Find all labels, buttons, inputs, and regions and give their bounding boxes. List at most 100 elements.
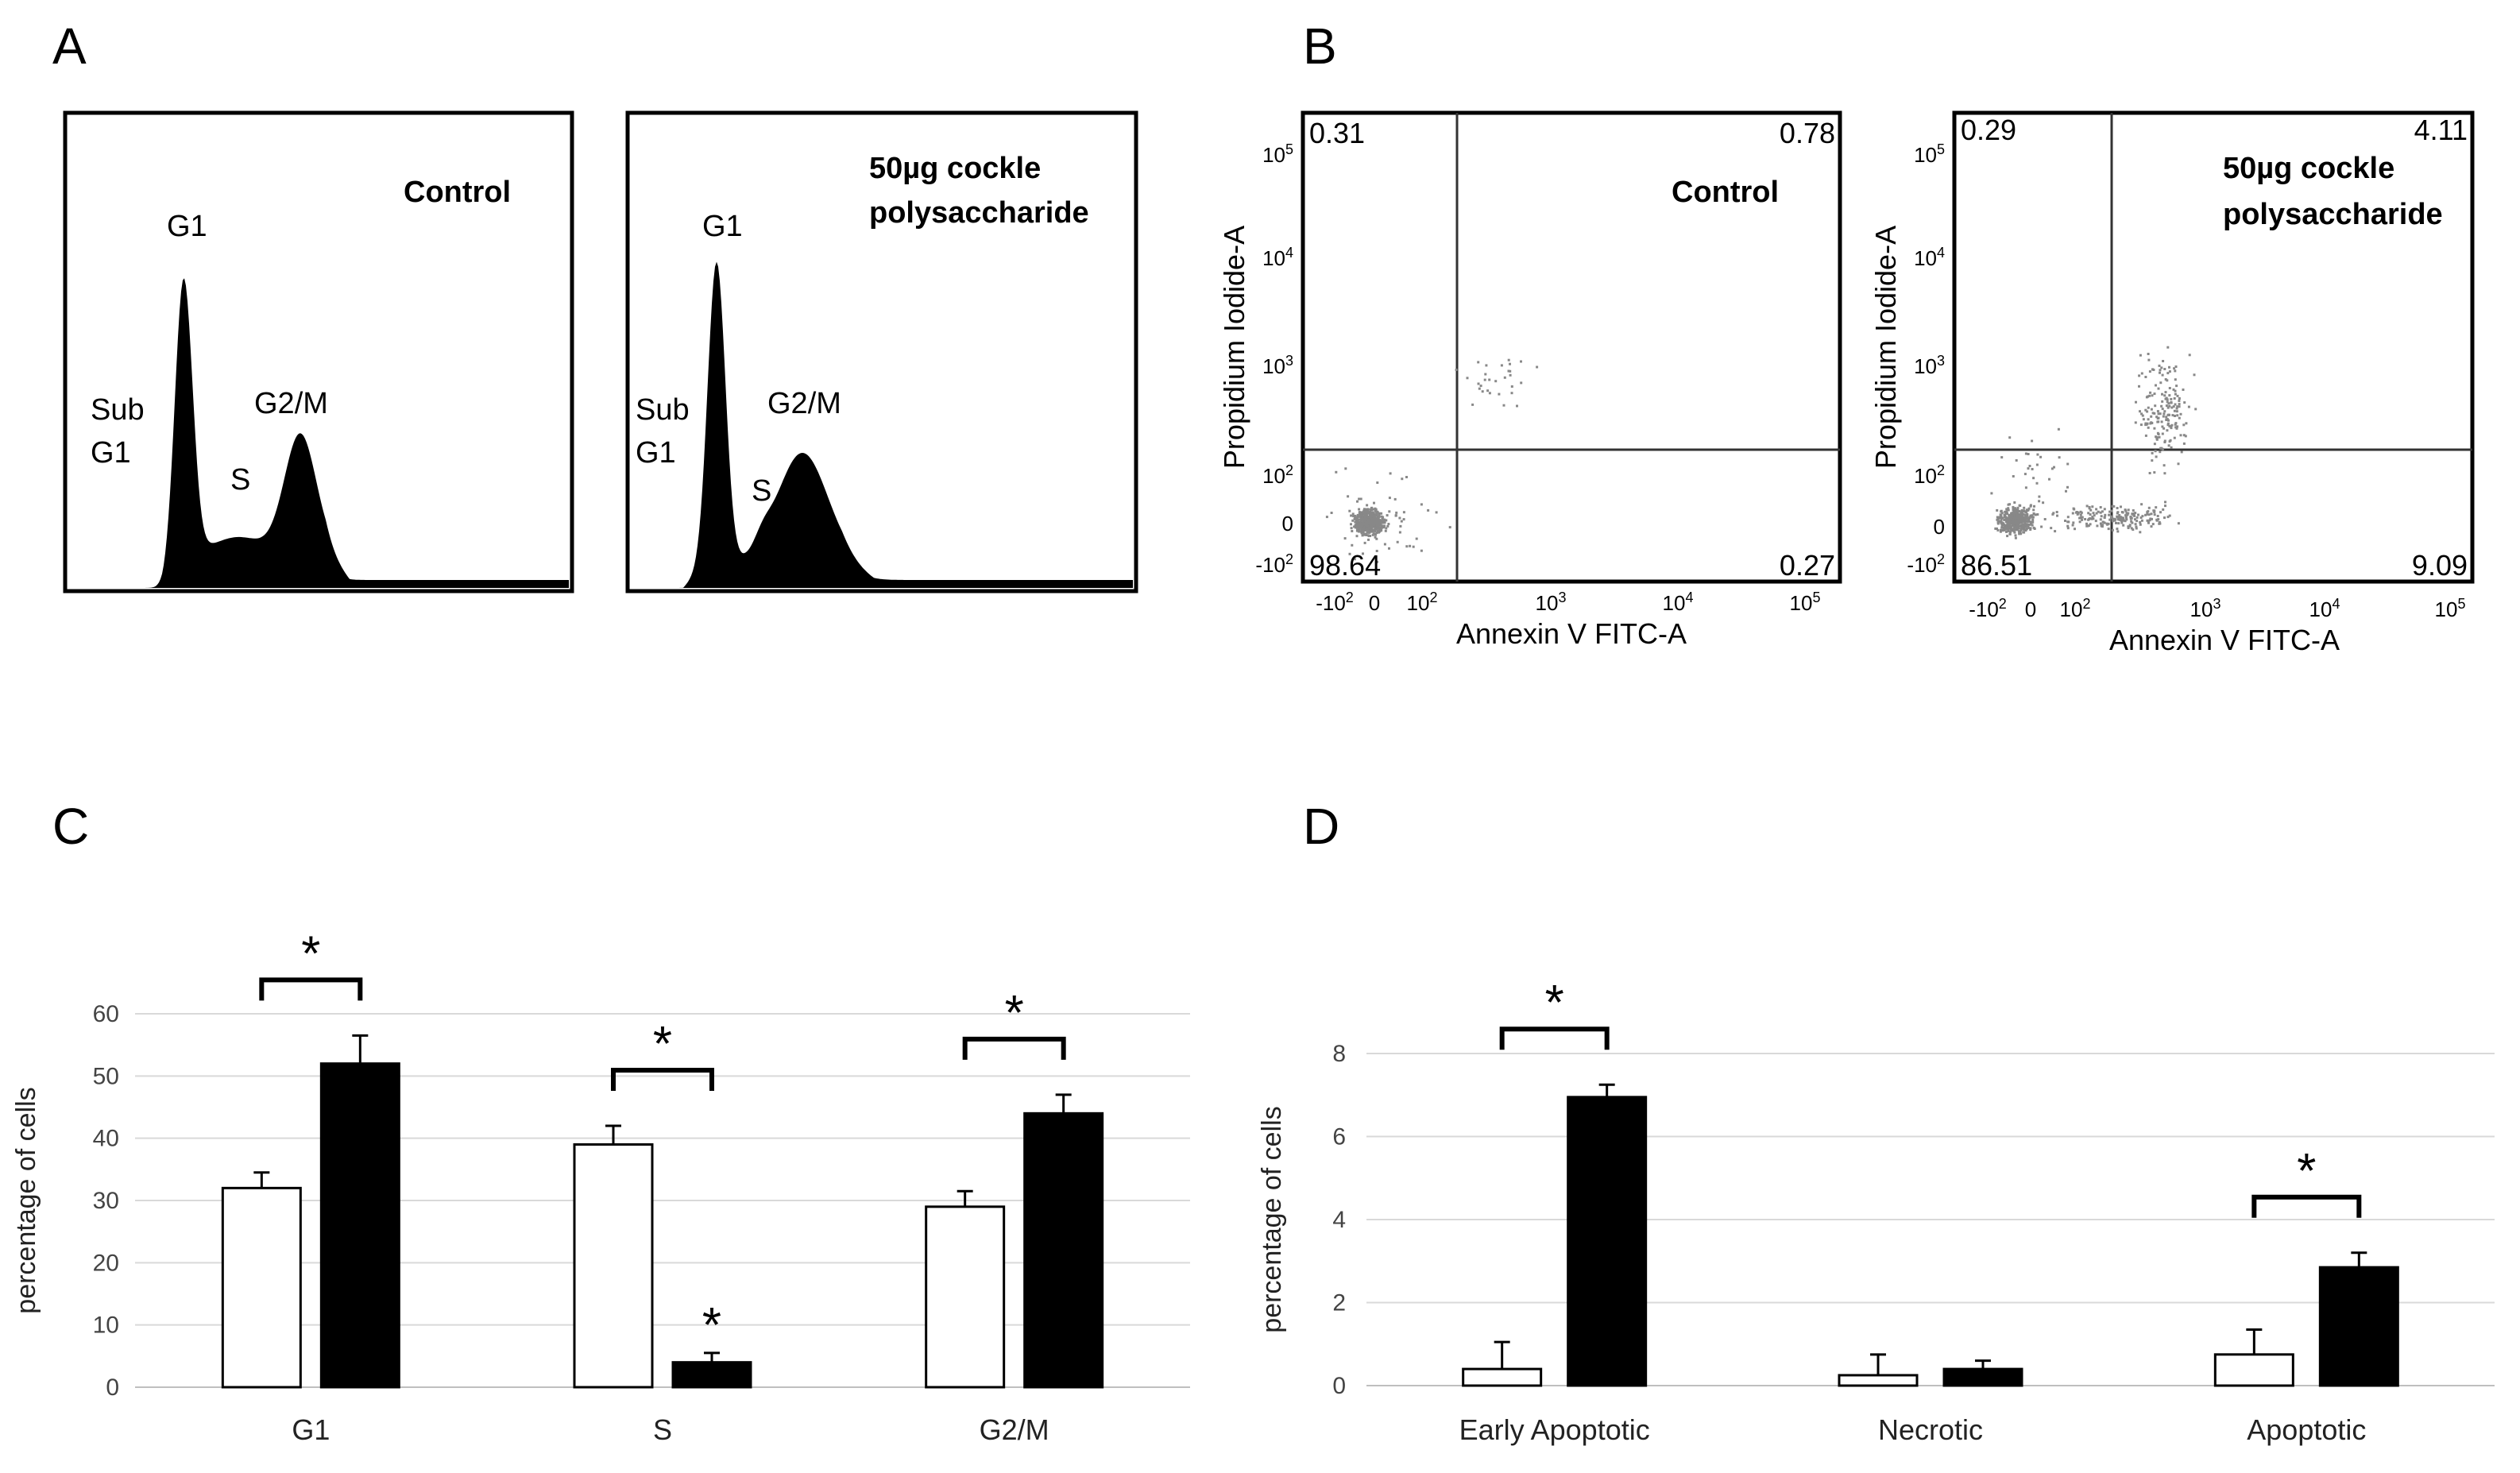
event-dot — [1420, 549, 1423, 552]
event-dot — [2066, 485, 2069, 489]
event-dot — [2011, 512, 2014, 515]
event-dot — [2168, 365, 2170, 369]
event-dot — [1355, 520, 1358, 524]
event-dot — [2018, 514, 2021, 517]
event-dot — [1520, 360, 1522, 363]
event-dot — [2161, 373, 2164, 377]
event-dot — [2040, 525, 2043, 528]
event-dot — [2034, 513, 2037, 516]
event-dot — [1997, 517, 2000, 520]
event-dot — [2140, 519, 2143, 522]
event-dot — [2013, 531, 2016, 534]
bar-treated — [671, 1361, 752, 1389]
event-dot — [2159, 369, 2162, 372]
event-dot — [1379, 523, 1382, 526]
y-tick-label: -102 — [1907, 551, 1945, 577]
x-tick-labels: -102 0 102 103 104 105 — [1969, 596, 2465, 621]
event-dot — [1359, 520, 1362, 523]
event-dot — [1361, 522, 1364, 525]
event-dot — [2104, 513, 2107, 516]
event-dot — [2180, 450, 2183, 454]
event-dot — [2008, 532, 2012, 535]
event-dot — [2164, 391, 2167, 394]
event-dot — [2017, 516, 2019, 519]
event-dot — [2159, 522, 2162, 525]
y-tick-label: 6 — [1332, 1124, 1346, 1150]
event-dot — [2185, 422, 2188, 425]
event-dot — [2072, 507, 2075, 510]
event-dot — [2170, 423, 2174, 427]
event-dot — [1351, 519, 1355, 522]
event-dot — [2025, 528, 2028, 531]
event-dot — [2101, 510, 2104, 513]
event-dot — [2012, 518, 2015, 521]
event-dot — [2099, 506, 2102, 508]
significance-star: * — [1545, 976, 1564, 1030]
event-dot — [2168, 404, 2171, 408]
event-dot — [1361, 511, 1364, 514]
y-tick-label: 104 — [1262, 245, 1293, 270]
event-dot — [1380, 520, 1383, 523]
event-dot — [1358, 528, 1361, 531]
event-dot — [2146, 410, 2149, 413]
event-dot — [1382, 526, 1386, 529]
event-dot — [1344, 467, 1347, 470]
event-dot — [1372, 512, 1375, 515]
event-dot — [2050, 527, 2053, 530]
event-dot — [2089, 523, 2092, 526]
bar-control — [925, 1205, 1006, 1389]
event-dot — [2157, 420, 2160, 423]
event-dot — [2004, 512, 2008, 516]
event-dot — [1355, 524, 1359, 528]
event-dot — [2016, 514, 2019, 517]
event-dot — [1995, 527, 1998, 530]
event-dot — [2157, 387, 2160, 390]
event-dot — [1409, 544, 1412, 547]
event-dot — [2021, 516, 2024, 519]
event-dot — [2012, 521, 2016, 524]
event-dot — [2150, 421, 2153, 424]
panel-label-a: A — [52, 17, 87, 75]
event-dot — [2016, 508, 2019, 511]
event-dot — [1427, 508, 1430, 512]
event-dot — [2151, 523, 2155, 526]
event-dot — [2110, 509, 2113, 512]
event-dot — [1488, 378, 1491, 381]
event-dot — [2019, 532, 2023, 535]
event-dot — [1352, 515, 1355, 518]
event-dot — [2014, 536, 2017, 539]
event-dot — [2065, 489, 2067, 493]
event-dot — [1996, 518, 1999, 521]
bar-treated — [2318, 1266, 2399, 1387]
y-tick-label: 10 — [93, 1313, 119, 1339]
event-dot — [2088, 507, 2091, 510]
event-dot — [2017, 517, 2020, 520]
event-dot — [2174, 403, 2177, 406]
bar-control — [221, 1186, 302, 1389]
event-dot — [2028, 465, 2031, 467]
x-tick-label: 104 — [2309, 596, 2340, 621]
histogram-treated: 50µg cockle polysaccharide G1 Sub G1 S G… — [625, 110, 1138, 593]
event-dot — [2154, 404, 2157, 408]
event-dot — [1374, 535, 1377, 539]
event-dot — [2087, 512, 2090, 515]
event-dot — [1361, 525, 1364, 528]
event-dot — [2153, 443, 2156, 446]
bar-control — [2213, 1353, 2294, 1387]
event-dot — [2015, 459, 2018, 462]
event-dot — [2135, 527, 2138, 530]
event-dot — [2122, 524, 2125, 527]
peak-label-sub-g1: G1 — [91, 436, 131, 470]
event-dot — [1373, 501, 1375, 505]
peak-label-sub-g1: G1 — [636, 436, 676, 470]
y-tick-label: 30 — [93, 1188, 119, 1214]
event-dot — [1997, 520, 2000, 523]
quadrant-ur-value: 0.78 — [1780, 117, 1835, 149]
event-dot — [2091, 516, 2094, 519]
event-dot — [2116, 515, 2119, 518]
event-dot — [2120, 505, 2122, 508]
event-dot — [2094, 520, 2097, 523]
event-dot — [2095, 512, 2098, 515]
event-dot — [2022, 512, 2025, 516]
event-dot — [2031, 514, 2034, 517]
